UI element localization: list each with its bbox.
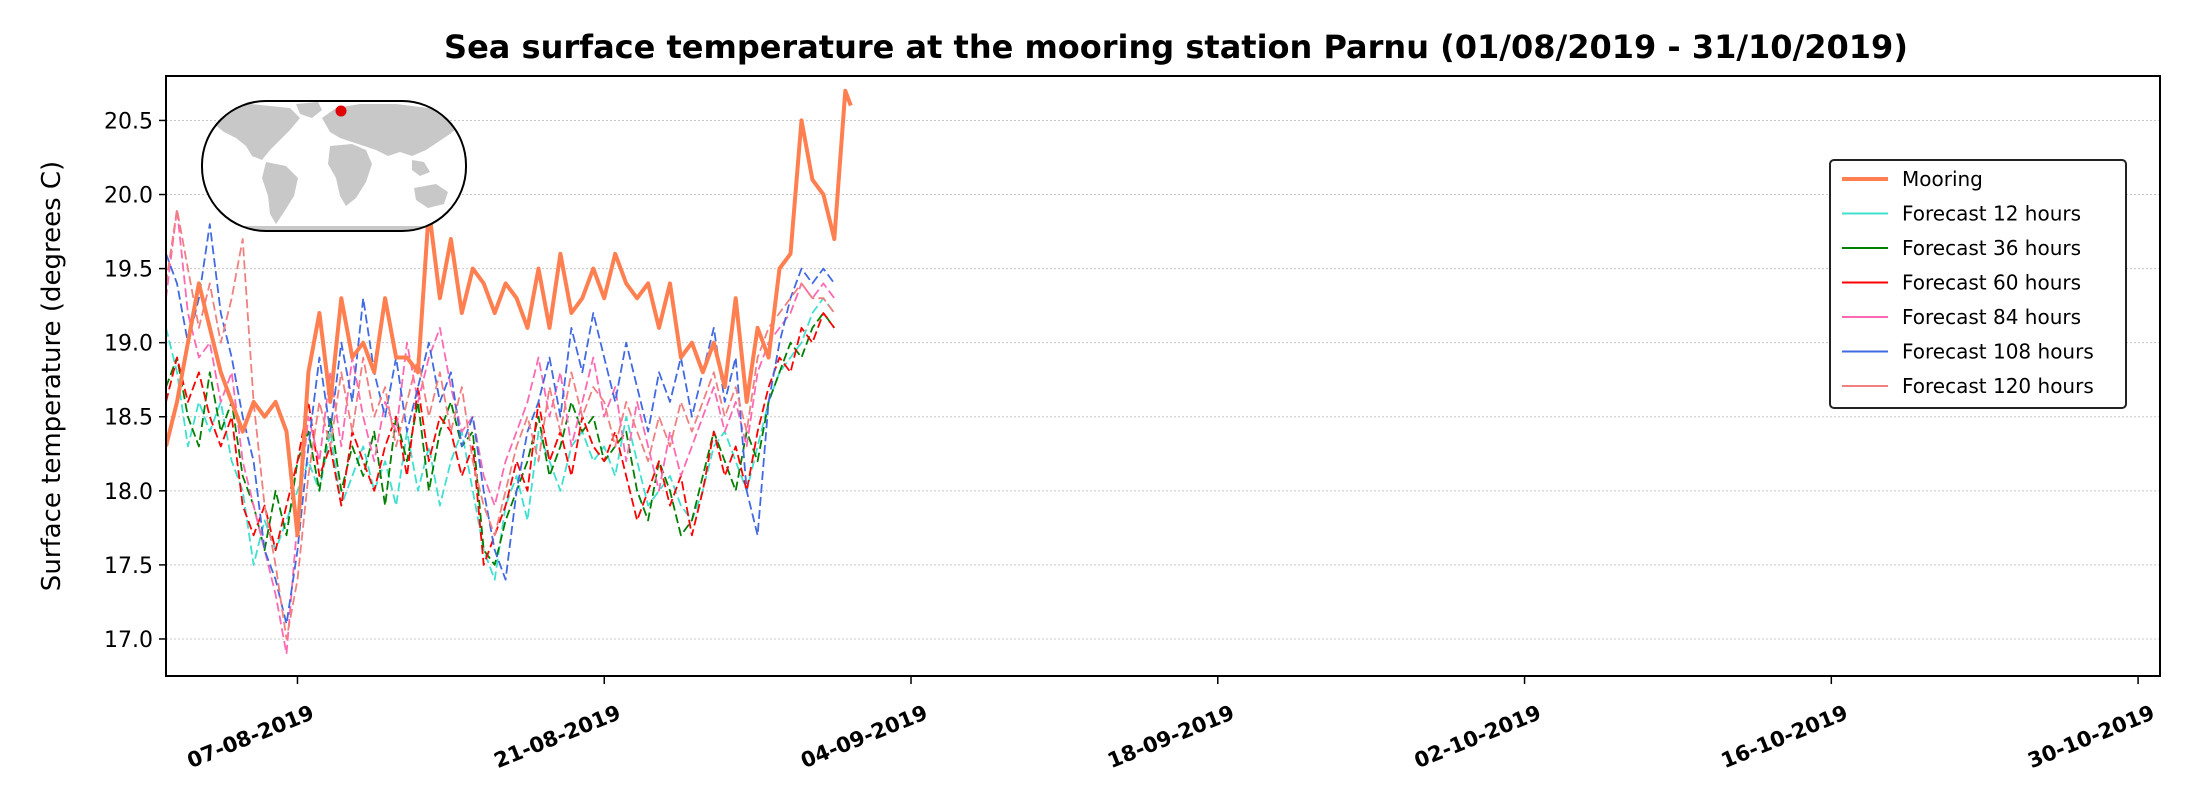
- series-line-forecast-120-hours: [166, 208, 836, 640]
- south-america-shape: [262, 162, 298, 224]
- y-tick-label: 18.5: [104, 406, 153, 431]
- x-tick-label: 18-09-2019: [1104, 700, 1238, 773]
- series-line-mooring: [166, 88, 853, 538]
- europe-asia-shape: [322, 104, 462, 156]
- series-line-forecast-108-hours: [166, 223, 836, 625]
- legend-label-mooring: Mooring: [1902, 167, 1983, 191]
- x-axis-ticks: 07-08-2019 21-08-2019 04-09-2019 18-09-2019…: [184, 676, 2158, 773]
- legend: Mooring Forecast 12 hours Forecast 36 hour…: [1829, 159, 2127, 409]
- y-tick-label: 18.0: [104, 480, 153, 505]
- x-tick-label: 02-10-2019: [1411, 700, 1545, 773]
- legend-box: [1829, 159, 2127, 409]
- legend-label-forecast-60-hours: Forecast 60 hours: [1902, 271, 2081, 295]
- y-tick-label: 19.5: [104, 258, 153, 283]
- y-axis-ticks: 17.0 17.5 18.0 18.5 19.0 19.5 20.0 20.5: [104, 109, 166, 653]
- series-lines: [166, 88, 853, 655]
- series-line-forecast-60-hours: [166, 312, 836, 566]
- series-line-forecast-36-hours: [166, 312, 836, 566]
- legend-label-forecast-12-hours: Forecast 12 hours: [1902, 202, 2081, 226]
- y-tick-label: 17.0: [104, 628, 153, 653]
- y-tick-label: 17.5: [104, 554, 153, 579]
- greenland-shape: [296, 102, 322, 118]
- x-tick-label: 21-08-2019: [491, 700, 625, 773]
- x-tick-label: 16-10-2019: [1718, 700, 1852, 773]
- legend-label-forecast-84-hours: Forecast 84 hours: [1902, 305, 2081, 329]
- plot-frame: [165, 75, 2161, 677]
- legend-label-forecast-108-hours: Forecast 108 hours: [1902, 340, 2094, 364]
- y-axis-label: Surface temperature (degrees C): [37, 161, 67, 591]
- australia-shape: [414, 184, 448, 208]
- map-border: [201, 100, 467, 232]
- antarctica-shape: [214, 226, 460, 231]
- y-tick-label: 19.0: [104, 332, 153, 357]
- series-line-forecast-84-hours: [166, 208, 836, 655]
- y-tick-label: 20.5: [104, 109, 153, 134]
- station-marker-icon: [335, 105, 347, 117]
- world-map-inset: [201, 100, 467, 232]
- africa-shape: [328, 144, 372, 206]
- x-tick-label: 30-10-2019: [2024, 700, 2158, 773]
- x-tick-label: 07-08-2019: [184, 700, 318, 773]
- gridlines: [166, 119, 2160, 640]
- legend-label-forecast-120-hours: Forecast 120 hours: [1902, 374, 2094, 398]
- x-tick-label: 04-09-2019: [797, 700, 931, 773]
- series-line-forecast-12-hours: [166, 297, 836, 581]
- y-tick-label: 20.0: [104, 184, 153, 209]
- southeast-asia-shape: [412, 160, 430, 176]
- chart-title: Sea surface temperature at the mooring s…: [444, 28, 1908, 66]
- legend-label-forecast-36-hours: Forecast 36 hours: [1902, 236, 2081, 260]
- map-landmasses: [210, 102, 462, 231]
- north-america-shape: [210, 104, 300, 160]
